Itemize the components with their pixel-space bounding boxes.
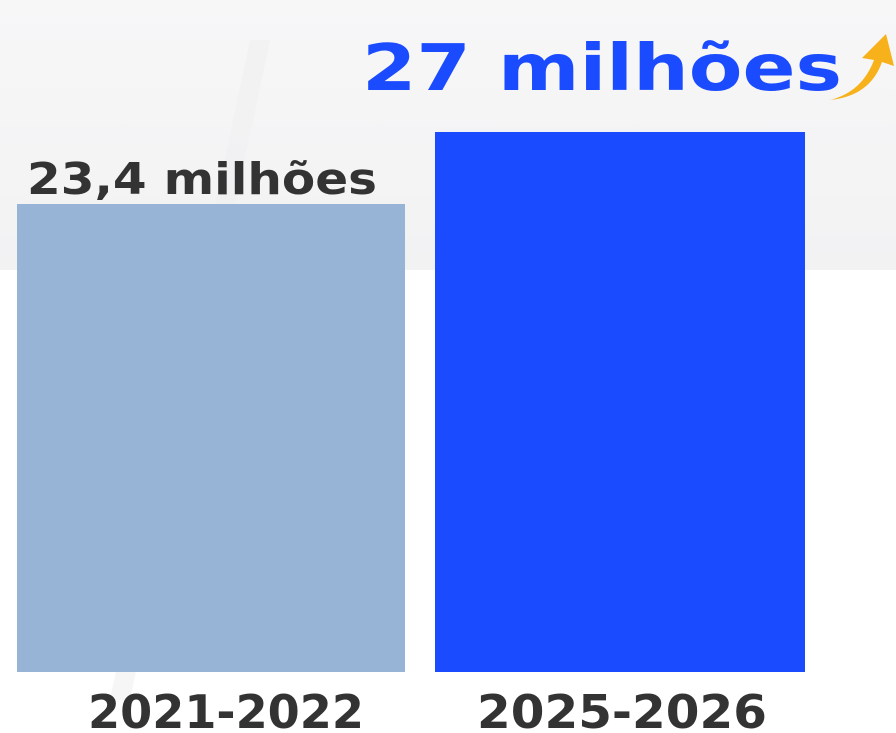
up-arrow-icon [830,34,894,100]
x-tick-label-2021-2022: 2021-2022 [88,685,364,733]
data-label-2021-2022: 23,4 milhões [27,154,377,205]
x-tick-label-2025-2026: 2025-2026 [477,685,767,733]
data-label-2025-2026: 27 milhões [362,32,842,106]
bar-2021-2022 [17,204,405,672]
bar-2025-2026 [435,132,805,672]
